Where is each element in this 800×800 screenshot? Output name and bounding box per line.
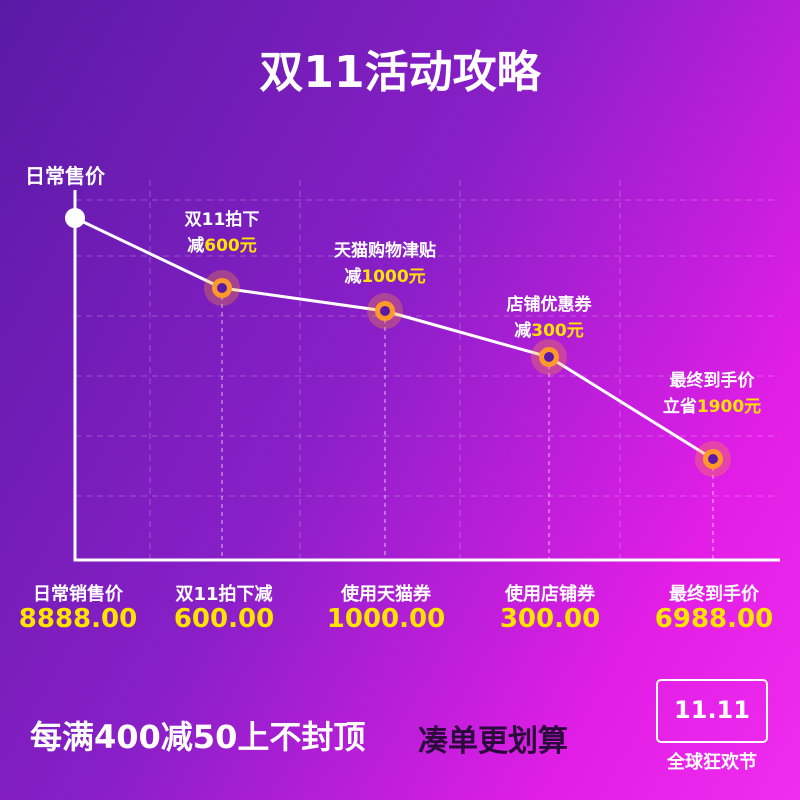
badge-text: 全球狂欢节 (667, 752, 757, 773)
step-amount: 300元 (531, 321, 584, 341)
slogan-sub: 凑单更划算 (418, 724, 568, 759)
step-amount-row: 减300元 (514, 316, 584, 341)
step-label: 双11拍下 (184, 210, 260, 230)
step-amount: 1900元 (696, 397, 762, 417)
step-prefix: 减 (514, 321, 532, 341)
step-amount-row: 减600元 (187, 231, 257, 256)
step-prefix: 立省 (662, 397, 697, 417)
step-label: 店铺优惠券 (506, 295, 592, 315)
item-value: 6988.00 (654, 604, 774, 634)
item-value: 1000.00 (326, 604, 446, 634)
step-prefix: 减 (344, 267, 362, 287)
item-label: 最终到手价 (669, 584, 759, 605)
step-amount-row: 立省1900元 (663, 392, 761, 417)
item-label: 使用店铺券 (505, 584, 595, 605)
slogan: 每满400减50上不封顶 (30, 718, 366, 756)
step-label: 天猫购物津贴 (334, 241, 436, 261)
step-amount: 600元 (204, 236, 257, 256)
step-prefix: 减 (187, 236, 205, 256)
item-value: 8888.00 (18, 604, 138, 634)
item-value: 300.00 (499, 604, 601, 634)
item-label: 使用天猫券 (341, 584, 431, 605)
step-label: 最终到手价 (669, 371, 755, 391)
step-amount: 1000元 (361, 267, 426, 287)
badge-logo: 11.11 (674, 696, 750, 724)
item-label: 双11拍下减 (175, 584, 273, 605)
item-label: 日常销售价 (33, 584, 123, 605)
axis-label: 日常售价 (25, 164, 105, 188)
item-value: 600.00 (173, 604, 275, 634)
title: 双11活动攻略 (259, 47, 541, 98)
step-amount-row: 减1000元 (344, 262, 425, 287)
